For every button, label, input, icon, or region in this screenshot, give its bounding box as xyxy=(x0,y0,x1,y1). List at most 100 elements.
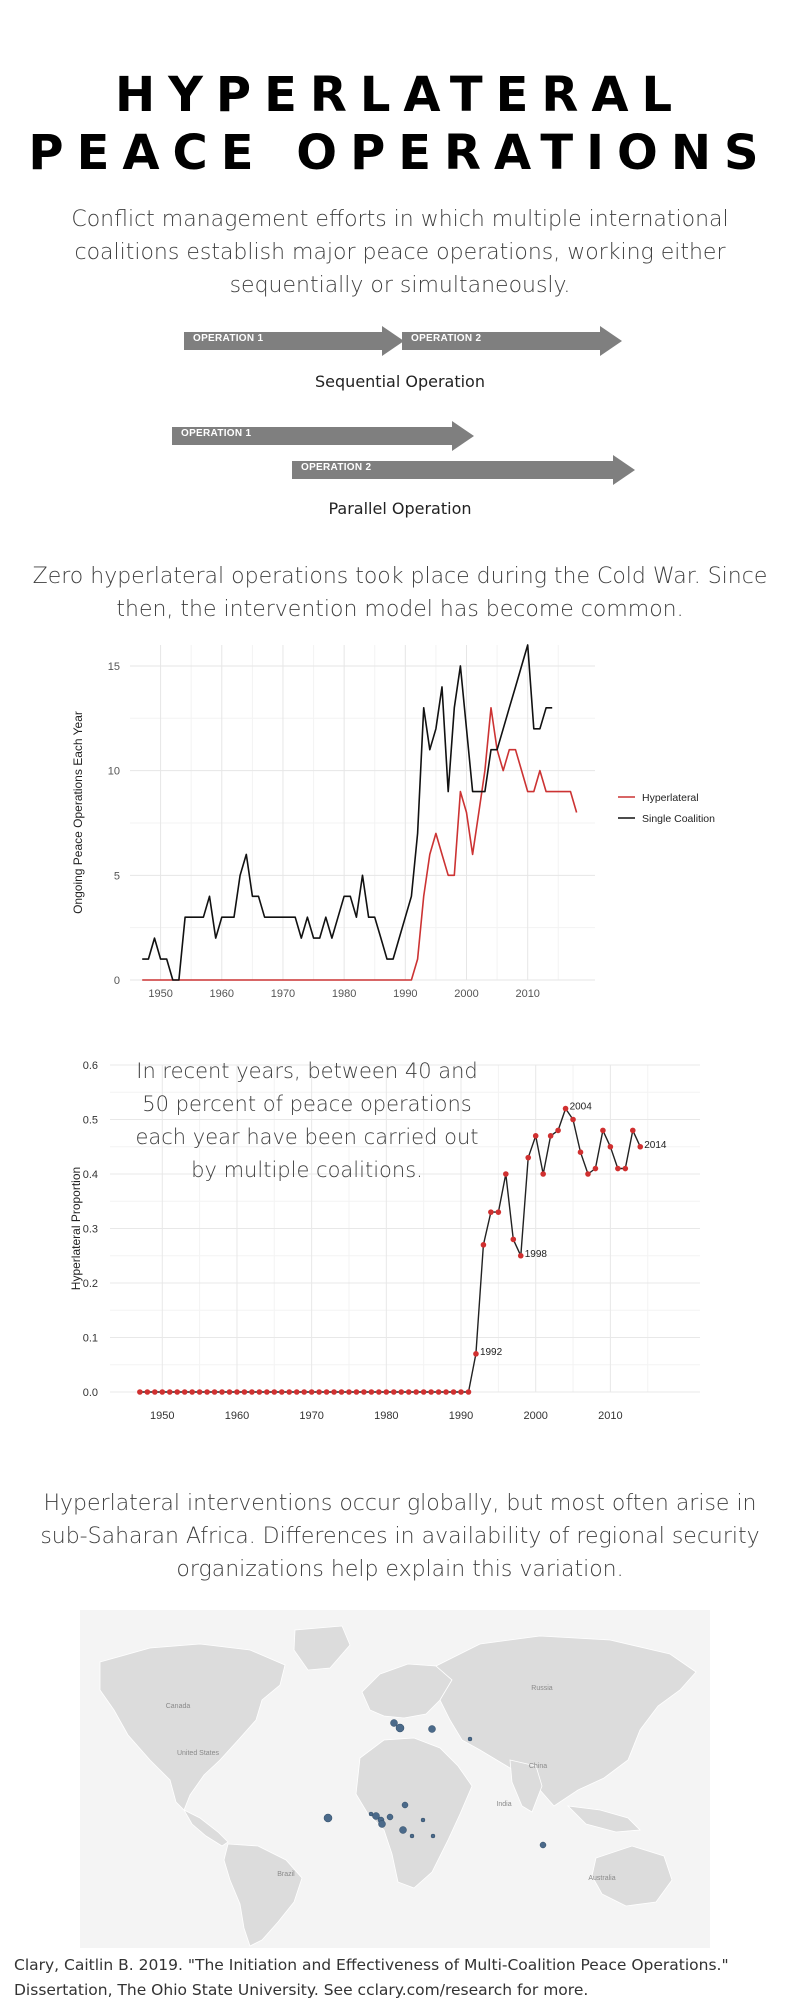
chart2-x-tick-label: 2000 xyxy=(523,1410,547,1422)
chart1-y-tick-label: 10 xyxy=(108,766,120,778)
recent-years-text: In recent years, between 40 and 50 perce… xyxy=(135,1059,479,1182)
world-map: Canada United States Brazil Russia China… xyxy=(80,1610,710,1948)
asia-shape xyxy=(435,1635,697,1807)
chart1-x-tick-label: 1990 xyxy=(393,988,417,1000)
chart2-y-tick-label: 0.2 xyxy=(83,1278,98,1290)
map-operation-point xyxy=(390,1719,398,1727)
chart1-series-line-single-coalition xyxy=(142,644,553,981)
chart1-series-line-hyperlateral xyxy=(142,707,578,981)
chart2-data-point xyxy=(152,1389,158,1395)
chart1-x-tick-label: 2000 xyxy=(454,988,478,1000)
chart2-data-point xyxy=(166,1389,173,1395)
map-label-brazil: Brazil xyxy=(277,1871,295,1878)
map-operation-point xyxy=(467,1736,473,1742)
page-title-line-1: HYPERLATERAL xyxy=(114,67,686,123)
chart2-data-point xyxy=(264,1389,270,1395)
chart2-data-point xyxy=(465,1389,472,1395)
chart2-data-point xyxy=(420,1389,427,1395)
chart2-data-point xyxy=(585,1171,591,1177)
map-operation-point xyxy=(409,1833,415,1839)
chart2-data-point xyxy=(637,1143,644,1150)
chart2-x-tick-label: 2010 xyxy=(598,1410,622,1422)
citation-line-2: Dissertation, The Ohio State University.… xyxy=(14,1981,589,1999)
parallel-op2-label: OPERATION 2 xyxy=(301,462,372,473)
chart2-data-point xyxy=(577,1149,584,1155)
chart2-data-point xyxy=(488,1209,494,1215)
global-text: Hyperlateral interventions occur globall… xyxy=(40,1491,760,1582)
chart2-data-point xyxy=(510,1236,517,1243)
map-operation-point xyxy=(420,1817,426,1823)
chart1-legend-label: Hyperlateral xyxy=(642,792,699,804)
chart2-y-tick-label: 0.5 xyxy=(83,1115,98,1127)
chart2-y-tick-label: 0.6 xyxy=(83,1060,98,1072)
map-label-canada: Canada xyxy=(166,1703,191,1710)
map-operation-point xyxy=(378,1820,386,1828)
chart2-x-tick-label: 1990 xyxy=(449,1410,473,1422)
chart2-data-point xyxy=(174,1389,181,1395)
chart2-x-tick-label: 1950 xyxy=(150,1410,174,1422)
chart2-data-point xyxy=(495,1209,502,1215)
chart2-data-point xyxy=(629,1127,636,1134)
chart2-data-point xyxy=(398,1389,405,1395)
map-operation-point xyxy=(323,1813,333,1823)
chart2-data-point xyxy=(293,1389,300,1395)
chart2-annotation-label: 1998 xyxy=(525,1249,548,1260)
chart2-data-point xyxy=(271,1389,278,1395)
chart2-data-point xyxy=(204,1389,210,1395)
chart2-data-point xyxy=(570,1116,576,1123)
chart2-data-point xyxy=(249,1389,255,1395)
chart2-data-point xyxy=(211,1389,218,1395)
chart2-data-point xyxy=(562,1105,569,1112)
chart2-data-point xyxy=(607,1143,614,1150)
north-america-shape xyxy=(99,1643,286,1811)
chart2-data-point xyxy=(592,1165,599,1172)
chart2-data-point xyxy=(256,1389,263,1395)
chart2-data-point xyxy=(615,1165,621,1172)
chart1-x-tick-label: 1970 xyxy=(271,988,295,1000)
chart1-y-tick-label: 0 xyxy=(114,975,120,987)
chart2-annotation-label: 2014 xyxy=(644,1140,667,1151)
chart2-y-tick-label: 0.4 xyxy=(83,1169,98,1181)
chart2-data-point xyxy=(443,1389,449,1395)
chart2-data-point xyxy=(405,1389,412,1395)
map-operation-point xyxy=(372,1812,380,1820)
chart2-data-point xyxy=(219,1389,225,1395)
chart2-data-point xyxy=(540,1171,546,1177)
chart2-data-point xyxy=(517,1252,524,1259)
india-shape xyxy=(509,1759,543,1813)
sequential-op1-label: OPERATION 1 xyxy=(193,333,264,344)
chart2-data-point xyxy=(301,1389,307,1395)
map-operation-point xyxy=(430,1833,436,1839)
chart1-y-tick-label: 15 xyxy=(108,661,120,673)
map-operation-point xyxy=(368,1811,374,1817)
chart2-data-point xyxy=(532,1133,539,1139)
chart2-annotation-label: 2004 xyxy=(570,1102,593,1113)
chart2-data-point xyxy=(480,1242,487,1248)
chart2-data-point xyxy=(413,1389,420,1395)
chart2-data-point xyxy=(368,1389,375,1395)
chart2-data-point xyxy=(473,1351,479,1357)
chart2-data-point xyxy=(622,1165,629,1172)
chart2-data-point xyxy=(338,1389,345,1395)
chart2-annotation-label: 1992 xyxy=(480,1347,503,1358)
chart2-data-point xyxy=(137,1389,143,1395)
australia-shape xyxy=(591,1845,673,1907)
parallel-operation-1-arrow: OPERATION 1 xyxy=(172,421,474,451)
chart2-x-tick-label: 1960 xyxy=(225,1410,249,1422)
chart2-data-point xyxy=(383,1389,390,1395)
map-operation-point xyxy=(386,1813,394,1821)
chart2-y-axis-label: Hyperlateral Proportion xyxy=(69,1167,83,1290)
parallel-caption: Parallel Operation xyxy=(328,499,472,518)
chart2-y-tick-label: 0.3 xyxy=(83,1224,98,1236)
chart2-x-tick-label: 1980 xyxy=(374,1410,398,1422)
operations-line-chart: 1950 1960 1970 1980 1990 2000 2010 0 5 10 15 Ongoin… xyxy=(71,644,715,1000)
map-operation-point xyxy=(401,1801,409,1809)
map-operation-point xyxy=(539,1841,547,1849)
map-label-united-states: United States xyxy=(177,1750,220,1757)
cold-war-text: Zero hyperlateral operations took place … xyxy=(32,564,768,622)
sequential-caption: Sequential Operation xyxy=(315,372,485,391)
chart2-data-point xyxy=(159,1389,166,1395)
map-label-australia: Australia xyxy=(588,1875,615,1882)
parallel-operation-2-arrow: OPERATION 2 xyxy=(292,455,635,485)
definition-text: Conflict management efforts in which mul… xyxy=(71,207,729,298)
